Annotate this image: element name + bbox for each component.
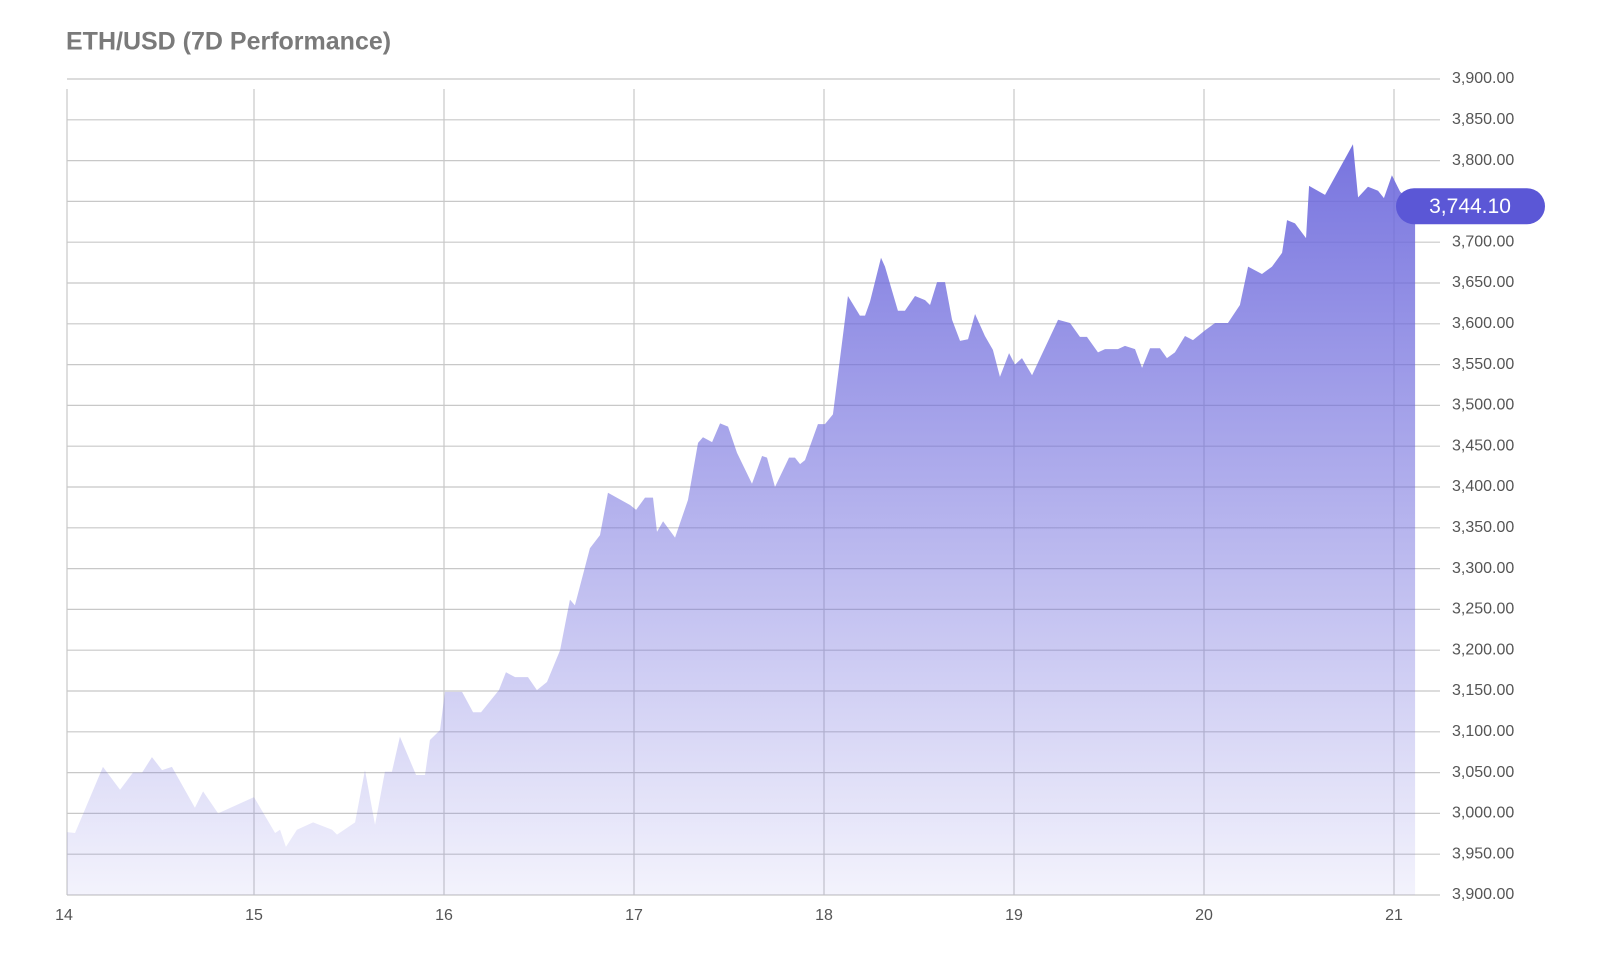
y-tick-label: 3,000.00 xyxy=(1452,805,1514,822)
x-tick-label: 21 xyxy=(1385,907,1403,924)
price-area xyxy=(67,144,1416,895)
x-tick-label: 20 xyxy=(1195,907,1213,924)
y-tick-label: 3,900.00 xyxy=(1452,70,1514,87)
y-tick-label: 3,350.00 xyxy=(1452,519,1514,536)
y-tick-label: 3,550.00 xyxy=(1452,356,1514,373)
x-tick-label: 16 xyxy=(435,907,453,924)
y-tick-label: 3,100.00 xyxy=(1452,723,1514,740)
y-tick-label: 3,700.00 xyxy=(1452,233,1514,250)
x-tick-label: 17 xyxy=(625,907,643,924)
y-tick-label: 3,250.00 xyxy=(1452,601,1514,618)
y-tick-label: 3,200.00 xyxy=(1452,641,1514,658)
chart-title: ETH/USD (7D Performance) xyxy=(66,28,391,56)
y-tick-label: 3,500.00 xyxy=(1452,397,1514,414)
y-tick-label: 3,650.00 xyxy=(1452,274,1514,291)
price-badge xyxy=(1396,188,1545,225)
y-tick-label: 3,150.00 xyxy=(1452,682,1514,699)
y-tick-label: 3,950.00 xyxy=(1452,845,1514,862)
y-tick-label: 3,600.00 xyxy=(1452,315,1514,332)
x-tick-label: 15 xyxy=(245,907,263,924)
y-tick-label: 3,300.00 xyxy=(1452,560,1514,577)
y-tick-label: 3,800.00 xyxy=(1452,152,1514,169)
y-tick-label: 3,050.00 xyxy=(1452,764,1514,781)
x-tick-label: 14 xyxy=(55,907,73,924)
price-badge-label: 3,744.10 xyxy=(1429,195,1511,218)
y-tick-label: 3,400.00 xyxy=(1452,478,1514,495)
y-tick-label: 3,850.00 xyxy=(1452,111,1514,128)
y-tick-label: 3,450.00 xyxy=(1452,437,1514,454)
x-tick-label: 19 xyxy=(1005,907,1023,924)
x-tick-label: 18 xyxy=(815,907,833,924)
y-tick-label: 3,900.00 xyxy=(1452,886,1514,903)
